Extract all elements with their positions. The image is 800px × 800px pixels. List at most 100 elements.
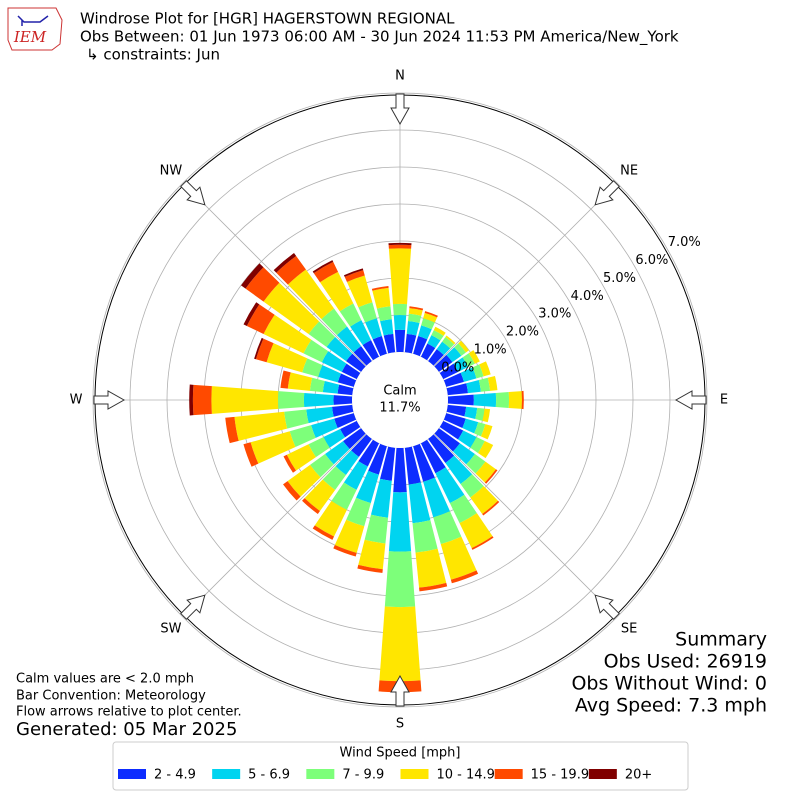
summary: Obs Used: 26919	[604, 651, 767, 673]
bar-segment	[333, 395, 353, 405]
windrose-plot: 0.0%1.0% 2.0% 3.0%4.0% 5.0% 6.0%7.0% N NE E SE S S…	[70, 69, 729, 732]
bar-segment	[243, 442, 259, 467]
bar-segment	[434, 354, 453, 372]
bar-segment	[472, 364, 484, 379]
bar-segment	[344, 270, 365, 282]
r-tick-label: 1.0%	[474, 343, 507, 358]
radial-line	[399, 182, 618, 401]
bar-segment	[280, 370, 291, 389]
compass-label: SW	[160, 622, 181, 637]
bar-segment	[337, 373, 357, 387]
bar-segment	[331, 404, 354, 417]
bar-segment	[334, 413, 357, 429]
legend-label: 10 - 14.9	[437, 768, 495, 783]
bar-segment	[336, 326, 362, 353]
bar-segment	[404, 446, 421, 485]
bar-segment	[318, 365, 342, 383]
bar-segment	[283, 481, 301, 501]
bar-segment	[433, 326, 446, 336]
flow-arrow	[594, 180, 620, 206]
bar-segment	[408, 313, 422, 323]
r-tick-label: 2.0%	[506, 325, 539, 340]
bar-segment	[358, 539, 386, 570]
legend-label: 5 - 6.9	[248, 768, 290, 783]
bar-segment	[302, 358, 323, 377]
bar-segment	[406, 320, 420, 336]
bar-segment	[388, 242, 412, 246]
chart-subtitle: Obs Between: 01 Jun 1973 06:00 AM - 30 J…	[80, 28, 679, 47]
compass-label: W	[70, 393, 83, 408]
chart-title: Windrose Plot for [HGR] HAGERSTOWN REGIO…	[80, 10, 455, 28]
r-tick-label: 0.0%	[441, 361, 474, 376]
bar-segment	[423, 312, 438, 323]
bar-segment	[462, 418, 479, 434]
bar-segment	[368, 443, 387, 475]
bar-segment	[443, 413, 466, 429]
bar-segment	[310, 454, 334, 478]
bar-segment	[460, 367, 477, 382]
legend-label: 15 - 19.9	[531, 768, 589, 783]
bar-segment	[479, 361, 491, 377]
bar-segment	[325, 441, 350, 465]
bar-segment	[428, 349, 444, 366]
bar-segment	[484, 469, 498, 484]
bar-segment	[462, 353, 475, 368]
bar-segment	[334, 519, 365, 553]
bar-segment	[439, 420, 464, 440]
bar-segment	[284, 409, 309, 429]
bar-segment	[278, 391, 305, 409]
radial-line	[182, 182, 401, 401]
calm-circle	[352, 352, 448, 448]
bar-segment	[322, 466, 346, 490]
bar-segment	[474, 422, 486, 437]
bar-segment	[358, 439, 380, 467]
legend-swatch	[212, 769, 241, 779]
bar-segment	[388, 248, 412, 305]
bar-segment	[495, 392, 510, 408]
bar-segment	[322, 380, 340, 394]
bar-segment	[323, 428, 345, 448]
legend-swatch	[400, 769, 429, 779]
bar-segment	[393, 447, 407, 493]
bar-segment	[466, 454, 486, 474]
bar-segment	[246, 304, 275, 335]
bar-segment	[475, 461, 496, 483]
calm-value: 11.7%	[379, 401, 420, 416]
summary: Avg Speed: 7.3 mph	[575, 695, 767, 717]
bar-segment	[442, 337, 455, 349]
bar-segment	[433, 511, 462, 545]
bar-segment	[311, 418, 338, 438]
bar-segment	[243, 302, 260, 326]
bar-segment	[418, 325, 432, 340]
bar-segment	[454, 343, 466, 356]
bar-segment	[482, 500, 500, 516]
bar-segment	[459, 513, 493, 549]
legend-swatch	[494, 769, 523, 779]
bar-segment	[420, 439, 446, 474]
bar-segment	[475, 407, 485, 421]
bar-segment	[450, 570, 479, 584]
radial-line	[399, 399, 618, 618]
bar-segment	[331, 482, 357, 510]
r-tick-label: 3.0%	[538, 307, 571, 322]
bar-segment	[392, 303, 408, 316]
bar-segment	[308, 321, 336, 348]
bar-segment	[241, 263, 264, 289]
bar-segment	[362, 340, 380, 361]
bar-segment	[287, 372, 313, 391]
flow-arrow	[594, 594, 620, 620]
bar-segment	[189, 384, 194, 416]
flow-arrow	[93, 390, 126, 410]
bar-segment	[339, 303, 362, 327]
bar-segment	[340, 420, 361, 438]
bar-segment	[372, 287, 391, 309]
bar-segment	[343, 268, 364, 277]
bar-segment	[283, 454, 297, 473]
bar-segment	[415, 548, 447, 588]
bar-segment	[364, 514, 389, 544]
radial-line	[182, 399, 401, 618]
bar-segment	[357, 564, 383, 573]
bar-segment	[466, 380, 481, 394]
bar-segment	[443, 372, 464, 387]
bar-segment	[356, 470, 379, 504]
